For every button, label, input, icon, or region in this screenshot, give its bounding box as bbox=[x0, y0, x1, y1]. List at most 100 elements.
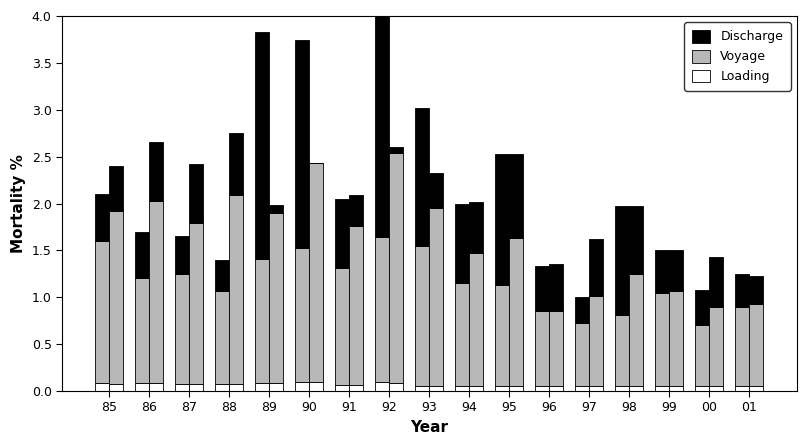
Bar bbox=[149, 384, 163, 391]
Bar bbox=[655, 250, 670, 293]
Bar bbox=[709, 257, 723, 306]
Bar bbox=[629, 386, 643, 391]
Y-axis label: Mortality %: Mortality % bbox=[11, 154, 26, 253]
Bar bbox=[456, 203, 469, 283]
Bar bbox=[255, 259, 270, 384]
Bar bbox=[629, 274, 643, 386]
Bar bbox=[270, 206, 284, 213]
Bar bbox=[95, 384, 109, 391]
Bar bbox=[709, 386, 723, 391]
Bar bbox=[575, 297, 590, 323]
Bar bbox=[335, 385, 350, 391]
Bar bbox=[309, 163, 323, 381]
Bar bbox=[456, 283, 469, 386]
Bar bbox=[95, 241, 109, 384]
Bar bbox=[255, 384, 270, 391]
Bar bbox=[590, 296, 604, 386]
Bar bbox=[136, 278, 149, 384]
Bar bbox=[510, 154, 524, 238]
Bar bbox=[430, 173, 444, 208]
Bar bbox=[296, 40, 309, 248]
Bar bbox=[175, 384, 190, 391]
Bar bbox=[376, 383, 389, 391]
Bar bbox=[575, 323, 590, 386]
Bar bbox=[216, 291, 229, 384]
Legend: Discharge, Voyage, Loading: Discharge, Voyage, Loading bbox=[684, 22, 791, 91]
Bar bbox=[136, 231, 149, 278]
Bar bbox=[376, 237, 389, 383]
Bar bbox=[670, 291, 684, 386]
Bar bbox=[415, 386, 430, 391]
Bar bbox=[350, 385, 364, 391]
Bar bbox=[175, 274, 190, 384]
Bar bbox=[389, 147, 403, 153]
Bar bbox=[270, 384, 284, 391]
Bar bbox=[655, 293, 670, 386]
Bar bbox=[109, 211, 124, 384]
Bar bbox=[590, 239, 604, 296]
Bar bbox=[389, 153, 403, 384]
Bar bbox=[510, 238, 524, 386]
Bar bbox=[309, 381, 323, 391]
Bar bbox=[616, 315, 629, 386]
Bar bbox=[750, 276, 764, 304]
Bar bbox=[216, 384, 229, 391]
Bar bbox=[469, 386, 483, 391]
Bar bbox=[510, 386, 524, 391]
Bar bbox=[175, 236, 190, 274]
Bar bbox=[229, 384, 243, 391]
Bar bbox=[536, 266, 549, 311]
Bar bbox=[296, 381, 309, 391]
Bar bbox=[735, 274, 750, 306]
Bar bbox=[709, 306, 723, 386]
Bar bbox=[376, 0, 389, 237]
Bar bbox=[216, 260, 229, 291]
Bar bbox=[670, 250, 684, 291]
Bar bbox=[735, 386, 750, 391]
Bar bbox=[350, 226, 364, 385]
Bar bbox=[229, 195, 243, 384]
Bar bbox=[655, 386, 670, 391]
Bar bbox=[469, 253, 483, 386]
Bar bbox=[549, 386, 563, 391]
Bar bbox=[415, 108, 430, 246]
Bar bbox=[456, 386, 469, 391]
Bar bbox=[190, 223, 204, 384]
Bar bbox=[750, 304, 764, 386]
Bar bbox=[109, 166, 124, 211]
Bar bbox=[430, 386, 444, 391]
Bar bbox=[229, 133, 243, 195]
Bar bbox=[296, 248, 309, 381]
Bar bbox=[670, 386, 684, 391]
Bar bbox=[536, 311, 549, 386]
Bar bbox=[549, 311, 563, 386]
Bar bbox=[335, 199, 350, 268]
Bar bbox=[190, 164, 204, 223]
Bar bbox=[415, 246, 430, 386]
Bar bbox=[136, 384, 149, 391]
Bar bbox=[95, 194, 109, 241]
Bar bbox=[469, 202, 483, 253]
Bar bbox=[536, 386, 549, 391]
Bar bbox=[255, 32, 270, 259]
Bar bbox=[190, 384, 204, 391]
Bar bbox=[696, 290, 709, 325]
Bar bbox=[616, 386, 629, 391]
Bar bbox=[389, 384, 403, 391]
X-axis label: Year: Year bbox=[410, 420, 448, 435]
Bar bbox=[430, 208, 444, 386]
Bar bbox=[750, 386, 764, 391]
Bar bbox=[149, 201, 163, 384]
Bar bbox=[549, 264, 563, 311]
Bar bbox=[735, 306, 750, 386]
Bar bbox=[590, 386, 604, 391]
Bar bbox=[350, 195, 364, 226]
Bar bbox=[335, 268, 350, 385]
Bar bbox=[629, 206, 643, 274]
Bar bbox=[109, 384, 124, 391]
Bar bbox=[495, 154, 510, 285]
Bar bbox=[149, 142, 163, 201]
Bar bbox=[696, 386, 709, 391]
Bar bbox=[495, 386, 510, 391]
Bar bbox=[616, 206, 629, 315]
